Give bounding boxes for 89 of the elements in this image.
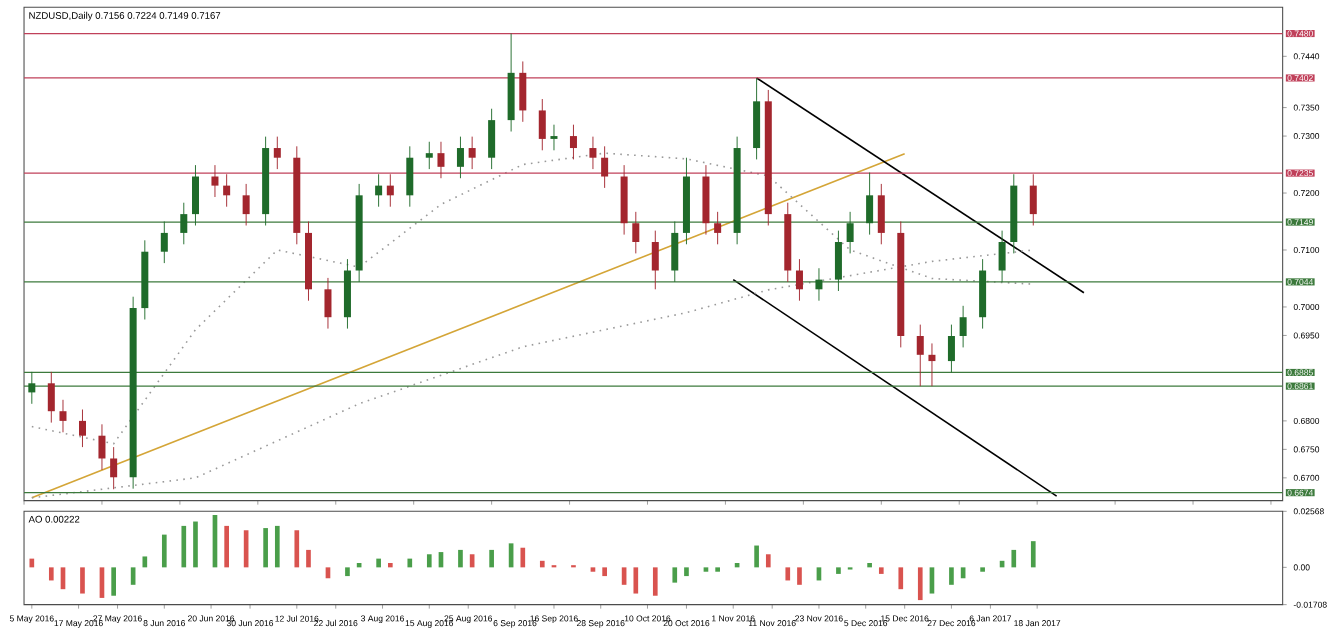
candlestick (211, 164, 219, 198)
candlestick (180, 202, 188, 245)
candlestick (324, 277, 332, 330)
bar (193, 521, 198, 568)
candlestick (110, 446, 118, 490)
bar (867, 562, 872, 568)
bar (949, 567, 954, 585)
bar (652, 567, 658, 596)
candlestick (47, 371, 55, 424)
candlestick (223, 173, 231, 208)
bar (489, 549, 494, 568)
bar (142, 556, 148, 568)
bar (80, 567, 85, 594)
candlestick (343, 258, 351, 330)
bar (111, 567, 116, 596)
candlestick (98, 423, 106, 471)
bar (898, 567, 904, 590)
candlestick (406, 145, 414, 208)
candlestick (425, 141, 433, 170)
bar (836, 567, 841, 574)
candlestick (714, 211, 722, 245)
candlestick (834, 230, 842, 292)
candlestick (273, 136, 281, 170)
bar (672, 567, 678, 583)
candlestick (916, 324, 924, 387)
bar (407, 558, 413, 568)
candlestick (998, 230, 1006, 283)
bar (426, 554, 432, 568)
candlestick (468, 136, 476, 170)
bar (224, 525, 229, 568)
candlestick (160, 221, 168, 264)
bar (274, 525, 280, 568)
candlestick (979, 258, 987, 330)
bar (29, 558, 35, 568)
candlestick (437, 141, 445, 179)
bar (306, 549, 311, 568)
candlestick (866, 172, 874, 236)
bar (294, 530, 300, 568)
bar (345, 567, 350, 577)
bar (161, 534, 167, 568)
bar (48, 567, 54, 581)
bar (633, 567, 639, 594)
candlestick (702, 164, 710, 236)
candlestick (488, 108, 496, 170)
candlestick (59, 399, 67, 433)
candlestick (877, 183, 885, 245)
candlestick (1029, 173, 1037, 226)
bar (1030, 541, 1036, 568)
bar (181, 525, 187, 568)
candlestick (569, 124, 577, 160)
candlestick (456, 136, 464, 179)
bar (1011, 549, 1017, 568)
candlestick (386, 173, 394, 208)
bar (387, 562, 393, 568)
candlestick (795, 258, 803, 302)
candlestick (519, 60, 527, 123)
bar (765, 554, 771, 568)
bar (917, 567, 923, 601)
candlestick (507, 33, 515, 132)
candlestick (589, 136, 597, 170)
bar (785, 567, 791, 581)
bar (458, 549, 463, 568)
candlestick (846, 211, 854, 254)
bar (878, 567, 884, 574)
candlestick (753, 77, 761, 160)
bar (684, 567, 689, 577)
bar (376, 558, 381, 568)
candlestick (959, 305, 967, 348)
candlestick (651, 230, 659, 290)
candlestick (671, 221, 679, 283)
candlestick (815, 267, 823, 302)
bar (539, 560, 545, 568)
candlestick (601, 145, 609, 189)
bar (263, 528, 268, 568)
candlestick (620, 164, 628, 236)
candlestick (242, 183, 250, 226)
bar (520, 547, 526, 568)
candlestick (632, 211, 640, 254)
candlestick (191, 164, 199, 226)
candlestick (947, 324, 955, 373)
candlestick (375, 173, 383, 208)
bar (797, 567, 802, 585)
candlestick (78, 409, 86, 448)
bar (754, 545, 759, 568)
candlestick (28, 371, 36, 405)
bar (602, 567, 607, 577)
candlestick (928, 342, 936, 387)
candlestick (538, 98, 546, 151)
candlestick (550, 124, 558, 151)
